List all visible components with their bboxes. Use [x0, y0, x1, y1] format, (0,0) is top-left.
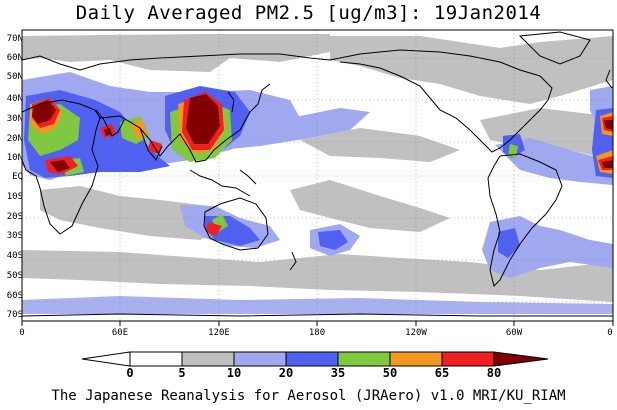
colorbar-bin-50-65: [389, 351, 443, 367]
lat-label-50n: 50N: [6, 72, 23, 82]
lon-label-60e: 60E: [111, 328, 129, 338]
pm25-field: [22, 30, 613, 321]
colorbar-bin-35-50: [337, 351, 391, 367]
lon-label-60w: 60W: [505, 328, 523, 338]
colorbar-bin-5-10: [181, 351, 235, 367]
colorbar-label-35: 35: [330, 366, 346, 380]
colorbar-label-0: 0: [126, 366, 134, 380]
axis-ticks: [21, 321, 614, 326]
colorbar-bin-20-35: [285, 351, 339, 367]
lat-label-40n: 40N: [6, 94, 23, 104]
colorbar-label-80: 80: [486, 366, 502, 380]
colorbar-label-5: 5: [178, 366, 186, 380]
colorbar-arrow-right: [493, 351, 549, 367]
lon-label-180: 180: [308, 328, 326, 338]
lat-label-70s: 70S: [6, 310, 23, 320]
credit-line: The Japanese Reanalysis for Aerosol (JRA…: [51, 388, 566, 404]
pm25-level-80-plus: [32, 94, 613, 172]
lat-label-60s: 60S: [6, 291, 23, 301]
colorbar: [81, 351, 549, 367]
lat-label-30s: 30S: [6, 231, 23, 241]
colorbar-label-20: 20: [278, 366, 294, 380]
lon-label-0-right: 0: [607, 328, 613, 338]
colorbar-bin-0-5: [129, 351, 183, 367]
colorbar-bin-65-80: [441, 351, 495, 367]
lat-label-20n: 20N: [6, 134, 23, 144]
colorbar-bin-10-20: [233, 351, 287, 367]
lat-label-40s: 40S: [6, 251, 23, 261]
lon-label-120e: 120E: [208, 328, 230, 338]
lat-label-30n: 30N: [6, 114, 23, 124]
lon-label-0: 0: [19, 328, 25, 338]
lat-label-eq: EQ: [12, 172, 23, 182]
map-title: Daily Averaged PM2.5 [ug/m3]: 19Jan2014: [75, 2, 542, 24]
lat-label-20s: 20S: [6, 212, 23, 222]
lat-label-50s: 50S: [6, 271, 23, 281]
lon-label-120w: 120W: [405, 328, 427, 338]
lat-label-60n: 60N: [6, 53, 23, 63]
coastlines: [22, 31, 613, 317]
lat-label-70n: 70N: [6, 34, 23, 44]
colorbar-arrow-left: [81, 351, 131, 367]
colorbar-label-10: 10: [226, 366, 242, 380]
colorbar-label-50: 50: [382, 366, 398, 380]
lat-label-10n: 10N: [6, 153, 23, 163]
colorbar-label-65: 65: [434, 366, 450, 380]
lat-label-10s: 10S: [6, 192, 23, 202]
graticule: [22, 30, 613, 321]
pm25-level-5-10: [22, 34, 613, 302]
